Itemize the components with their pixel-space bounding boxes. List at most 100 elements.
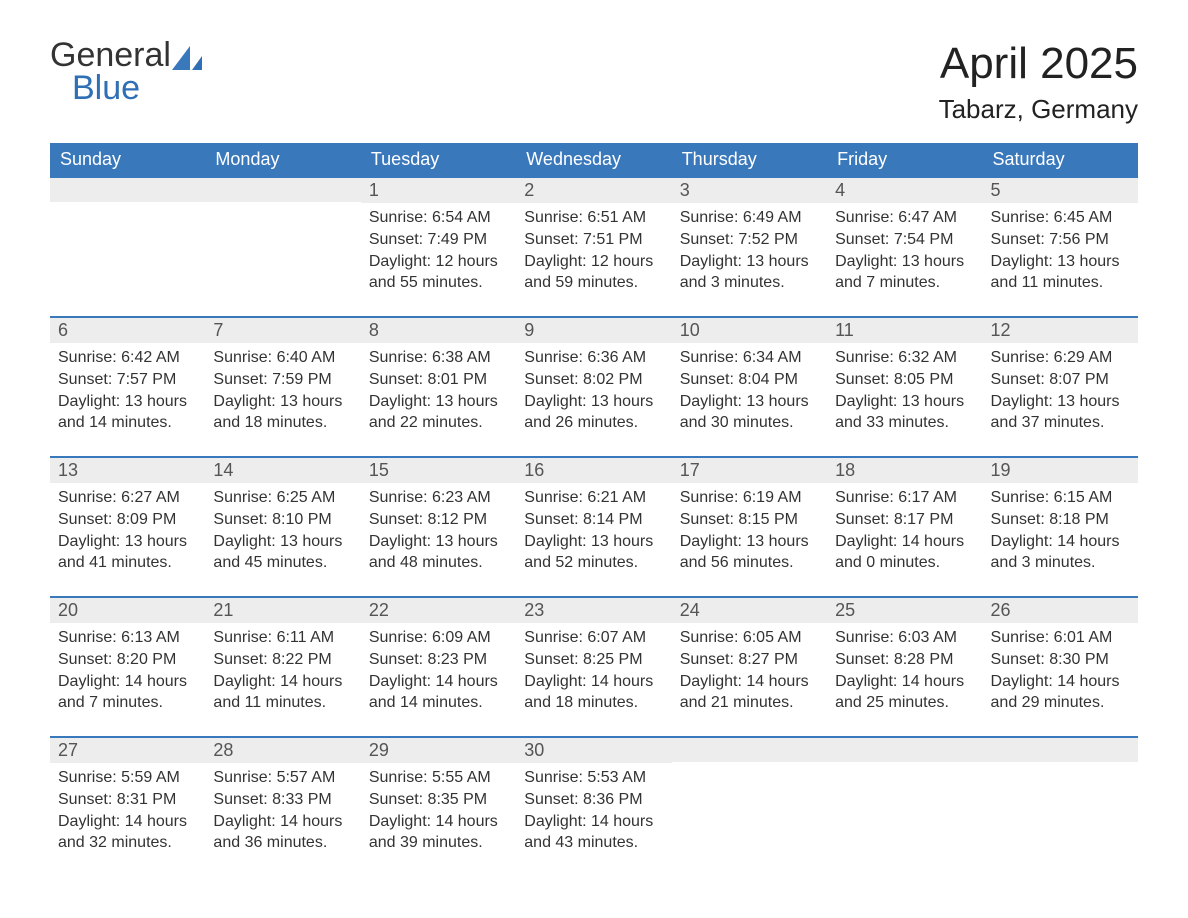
calendar-cell: 6Sunrise: 6:42 AMSunset: 7:57 PMDaylight… [50,316,205,456]
calendar-week-row: 13Sunrise: 6:27 AMSunset: 8:09 PMDayligh… [50,456,1138,596]
sunrise-line: Sunrise: 5:59 AM [58,767,197,789]
sunrise-line: Sunrise: 5:55 AM [369,767,508,789]
sunset-line: Sunset: 8:25 PM [524,649,663,671]
day-details: Sunrise: 6:25 AMSunset: 8:10 PMDaylight:… [205,483,360,589]
calendar-cell [50,176,205,316]
day-number: 22 [361,596,516,623]
brand-text: General Blue [50,40,202,104]
sunrise-line: Sunrise: 6:54 AM [369,207,508,229]
calendar-cell: 14Sunrise: 6:25 AMSunset: 8:10 PMDayligh… [205,456,360,596]
calendar-cell: 18Sunrise: 6:17 AMSunset: 8:17 PMDayligh… [827,456,982,596]
weekday-header: Thursday [672,143,827,176]
day-details: Sunrise: 6:15 AMSunset: 8:18 PMDaylight:… [983,483,1138,589]
day-details: Sunrise: 6:23 AMSunset: 8:12 PMDaylight:… [361,483,516,589]
page-header: General Blue April 2025 Tabarz, Germany [50,40,1138,125]
calendar-cell: 3Sunrise: 6:49 AMSunset: 7:52 PMDaylight… [672,176,827,316]
calendar-cell: 28Sunrise: 5:57 AMSunset: 8:33 PMDayligh… [205,736,360,876]
weekday-header: Tuesday [361,143,516,176]
sunset-line: Sunset: 8:12 PM [369,509,508,531]
calendar-cell: 10Sunrise: 6:34 AMSunset: 8:04 PMDayligh… [672,316,827,456]
sunset-line: Sunset: 7:54 PM [835,229,974,251]
day-details: Sunrise: 6:47 AMSunset: 7:54 PMDaylight:… [827,203,982,309]
day-number: 13 [50,456,205,483]
calendar-week-row: 1Sunrise: 6:54 AMSunset: 7:49 PMDaylight… [50,176,1138,316]
daylight-line: Daylight: 13 hours and 26 minutes. [524,391,663,434]
daylight-line: Daylight: 12 hours and 59 minutes. [524,251,663,294]
calendar-cell: 9Sunrise: 6:36 AMSunset: 8:02 PMDaylight… [516,316,671,456]
day-number: 29 [361,736,516,763]
title-block: April 2025 Tabarz, Germany [939,40,1138,125]
day-details: Sunrise: 6:49 AMSunset: 7:52 PMDaylight:… [672,203,827,309]
day-details: Sunrise: 6:42 AMSunset: 7:57 PMDaylight:… [50,343,205,449]
day-bar-empty [827,736,982,762]
weekday-header-row: SundayMondayTuesdayWednesdayThursdayFrid… [50,143,1138,176]
sunrise-line: Sunrise: 6:42 AM [58,347,197,369]
weekday-header: Saturday [983,143,1138,176]
day-details: Sunrise: 5:53 AMSunset: 8:36 PMDaylight:… [516,763,671,869]
day-number: 26 [983,596,1138,623]
sunset-line: Sunset: 8:15 PM [680,509,819,531]
day-number: 27 [50,736,205,763]
day-number: 24 [672,596,827,623]
sunset-line: Sunset: 8:04 PM [680,369,819,391]
day-number: 10 [672,316,827,343]
day-details: Sunrise: 6:03 AMSunset: 8:28 PMDaylight:… [827,623,982,729]
calendar-cell: 22Sunrise: 6:09 AMSunset: 8:23 PMDayligh… [361,596,516,736]
sunrise-line: Sunrise: 6:17 AM [835,487,974,509]
day-details: Sunrise: 6:17 AMSunset: 8:17 PMDaylight:… [827,483,982,589]
calendar-week-row: 20Sunrise: 6:13 AMSunset: 8:20 PMDayligh… [50,596,1138,736]
daylight-line: Daylight: 13 hours and 41 minutes. [58,531,197,574]
brand-name-part2: Blue [72,69,140,107]
calendar-cell: 25Sunrise: 6:03 AMSunset: 8:28 PMDayligh… [827,596,982,736]
sunset-line: Sunset: 8:28 PM [835,649,974,671]
calendar-cell: 12Sunrise: 6:29 AMSunset: 8:07 PMDayligh… [983,316,1138,456]
day-number: 20 [50,596,205,623]
sunset-line: Sunset: 8:36 PM [524,789,663,811]
day-number: 14 [205,456,360,483]
sunrise-line: Sunrise: 6:45 AM [991,207,1130,229]
day-number: 15 [361,456,516,483]
daylight-line: Daylight: 12 hours and 55 minutes. [369,251,508,294]
sunrise-line: Sunrise: 6:29 AM [991,347,1130,369]
calendar-cell: 13Sunrise: 6:27 AMSunset: 8:09 PMDayligh… [50,456,205,596]
daylight-line: Daylight: 14 hours and 3 minutes. [991,531,1130,574]
day-details: Sunrise: 6:29 AMSunset: 8:07 PMDaylight:… [983,343,1138,449]
calendar-cell: 30Sunrise: 5:53 AMSunset: 8:36 PMDayligh… [516,736,671,876]
sunset-line: Sunset: 7:49 PM [369,229,508,251]
calendar-cell: 17Sunrise: 6:19 AMSunset: 8:15 PMDayligh… [672,456,827,596]
sunset-line: Sunset: 7:51 PM [524,229,663,251]
sunset-line: Sunset: 7:56 PM [991,229,1130,251]
day-number: 6 [50,316,205,343]
calendar-cell [827,736,982,876]
daylight-line: Daylight: 13 hours and 11 minutes. [991,251,1130,294]
calendar-cell: 5Sunrise: 6:45 AMSunset: 7:56 PMDaylight… [983,176,1138,316]
sunrise-line: Sunrise: 6:27 AM [58,487,197,509]
daylight-line: Daylight: 14 hours and 43 minutes. [524,811,663,854]
day-details: Sunrise: 6:40 AMSunset: 7:59 PMDaylight:… [205,343,360,449]
daylight-line: Daylight: 13 hours and 22 minutes. [369,391,508,434]
sunrise-line: Sunrise: 6:01 AM [991,627,1130,649]
sunrise-line: Sunrise: 6:19 AM [680,487,819,509]
day-details: Sunrise: 6:07 AMSunset: 8:25 PMDaylight:… [516,623,671,729]
weekday-header: Friday [827,143,982,176]
day-details: Sunrise: 6:11 AMSunset: 8:22 PMDaylight:… [205,623,360,729]
sunrise-line: Sunrise: 6:34 AM [680,347,819,369]
calendar-cell: 24Sunrise: 6:05 AMSunset: 8:27 PMDayligh… [672,596,827,736]
calendar-cell: 19Sunrise: 6:15 AMSunset: 8:18 PMDayligh… [983,456,1138,596]
daylight-line: Daylight: 13 hours and 45 minutes. [213,531,352,574]
calendar-cell: 27Sunrise: 5:59 AMSunset: 8:31 PMDayligh… [50,736,205,876]
calendar-cell [983,736,1138,876]
weekday-header: Monday [205,143,360,176]
sunset-line: Sunset: 7:57 PM [58,369,197,391]
day-bar-empty [205,176,360,202]
sunrise-line: Sunrise: 6:32 AM [835,347,974,369]
sunrise-line: Sunrise: 6:23 AM [369,487,508,509]
calendar-cell: 26Sunrise: 6:01 AMSunset: 8:30 PMDayligh… [983,596,1138,736]
sunset-line: Sunset: 8:20 PM [58,649,197,671]
day-number: 19 [983,456,1138,483]
day-details: Sunrise: 6:45 AMSunset: 7:56 PMDaylight:… [983,203,1138,309]
daylight-line: Daylight: 13 hours and 56 minutes. [680,531,819,574]
day-number: 18 [827,456,982,483]
day-bar-empty [50,176,205,202]
sunrise-line: Sunrise: 6:15 AM [991,487,1130,509]
